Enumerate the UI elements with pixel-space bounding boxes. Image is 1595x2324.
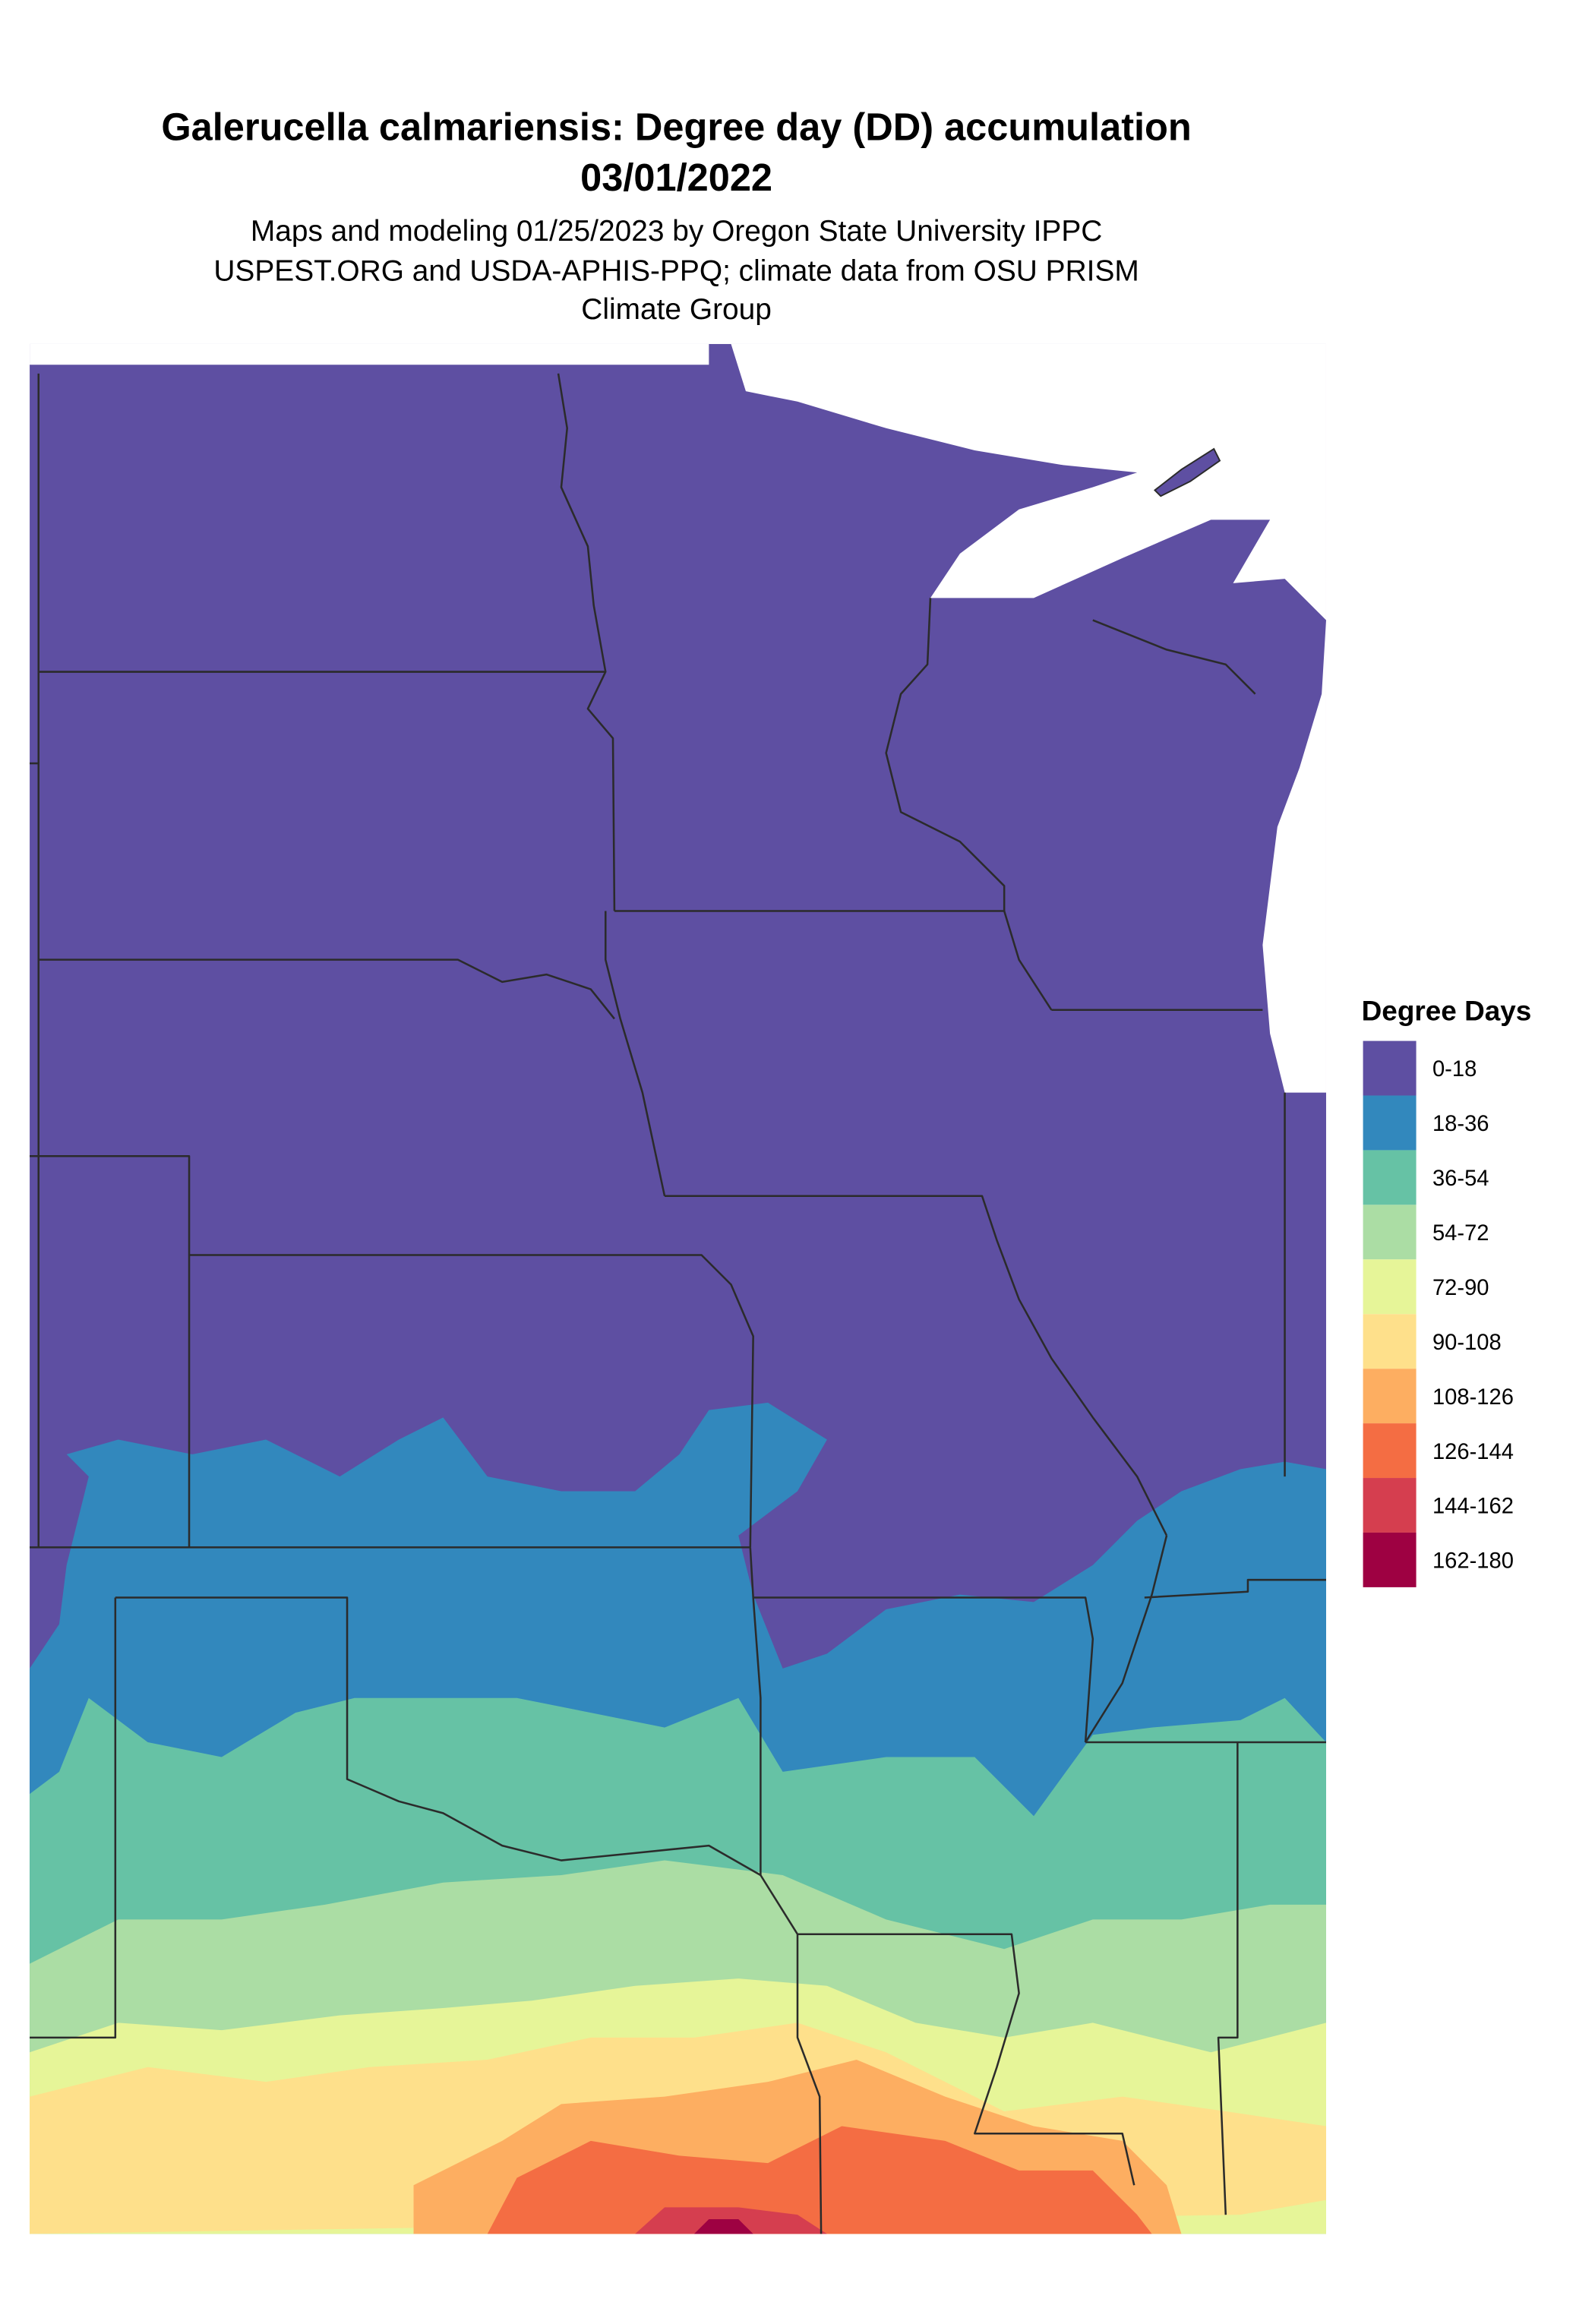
legend-label-36-54: 36-54 bbox=[1432, 1167, 1489, 1191]
band-162-180 bbox=[693, 2218, 753, 2234]
legend-swatch-162-180 bbox=[1363, 1532, 1417, 1587]
legend-label-18-36: 18-36 bbox=[1432, 1112, 1489, 1136]
legend-swatch-18-36 bbox=[1363, 1095, 1417, 1151]
legend-label-144-162: 144-162 bbox=[1432, 1495, 1514, 1519]
legend-label-162-180: 162-180 bbox=[1432, 1549, 1514, 1574]
water-mask bbox=[30, 343, 1326, 1093]
legend-swatch-36-54 bbox=[1363, 1150, 1417, 1205]
map-subtitle-line1: Maps and modeling 01/25/2023 by Oregon S… bbox=[251, 215, 1103, 248]
legend-swatch-54-72 bbox=[1363, 1205, 1417, 1260]
state-borders bbox=[30, 373, 1326, 2234]
map-subtitle-line2: USPEST.ORG and USDA-APHIS-PPQ; climate d… bbox=[213, 254, 1139, 287]
legend-swatch-126-144 bbox=[1363, 1423, 1417, 1479]
legend: Degree Days 0-18 18-36 36-54 54-72 72-90 90-1… bbox=[1362, 995, 1532, 1587]
map-subtitle-line3: Climate Group bbox=[581, 293, 772, 326]
legend-items: 0-18 18-36 36-54 54-72 72-90 90-108 108-126 126… bbox=[1363, 1040, 1514, 1587]
legend-swatch-72-90 bbox=[1363, 1259, 1417, 1315]
legend-label-0-18: 0-18 bbox=[1432, 1057, 1477, 1081]
isle-royale bbox=[1154, 447, 1221, 497]
legend-swatch-144-162 bbox=[1363, 1478, 1417, 1533]
legend-label-108-126: 108-126 bbox=[1432, 1385, 1514, 1410]
legend-label-54-72: 54-72 bbox=[1432, 1221, 1489, 1246]
legend-swatch-108-126 bbox=[1363, 1369, 1417, 1424]
legend-label-90-108: 90-108 bbox=[1432, 1331, 1502, 1355]
map-raster bbox=[30, 343, 1326, 2234]
legend-title: Degree Days bbox=[1362, 995, 1532, 1026]
legend-label-126-144: 126-144 bbox=[1432, 1440, 1514, 1464]
legend-label-72-90: 72-90 bbox=[1432, 1276, 1489, 1300]
lake-michigan bbox=[1262, 620, 1326, 1093]
canada-and-lake-superior bbox=[30, 343, 1326, 620]
legend-swatch-90-108 bbox=[1363, 1314, 1417, 1369]
map-date: 03/01/2022 bbox=[580, 156, 772, 199]
map-title: Galerucella calmariensis: Degree day (DD… bbox=[161, 106, 1191, 149]
legend-swatch-0-18 bbox=[1363, 1040, 1417, 1096]
